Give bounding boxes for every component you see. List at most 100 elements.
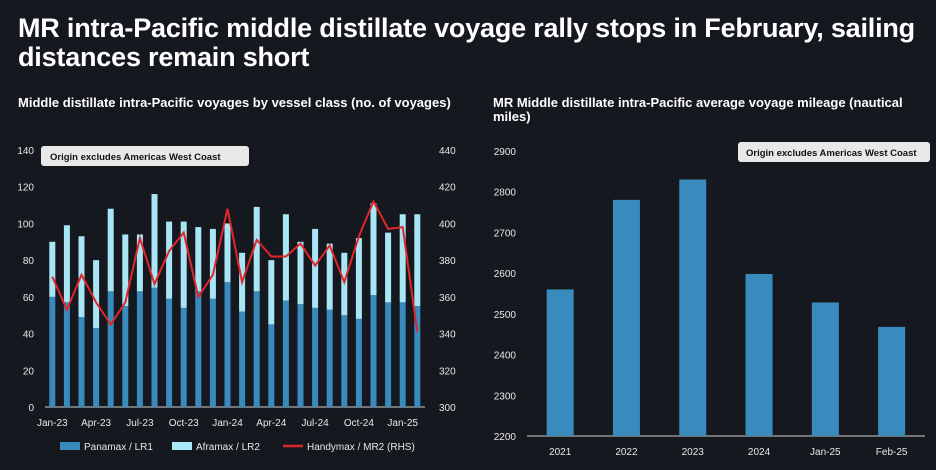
aframax-bar (107, 208, 114, 292)
right-bars (546, 179, 906, 436)
right-y-tick: 2500 (494, 310, 517, 321)
right-y-axis: 2200 2300 2400 2500 2600 2700 2800 2900 (494, 147, 517, 443)
left-y2-tick: 440 (439, 146, 456, 157)
left-y2-tick: 320 (439, 366, 456, 377)
aframax-bar (355, 238, 362, 319)
panamax-bar (136, 291, 143, 407)
panamax-bar (355, 318, 362, 407)
right-chart-note-box (738, 142, 930, 162)
left-y-tick: 80 (23, 256, 35, 267)
left-chart-note-box (41, 146, 249, 166)
left-x-axis: Jan-23 Apr-23 Jul-23 Oct-23 Jan-24 Apr-24 Jul-… (37, 418, 418, 429)
left-x-tick: Jan-25 (387, 418, 418, 429)
panamax-bar (268, 324, 275, 407)
left-chart-note: Origin excludes Americas West Coast (50, 152, 221, 163)
aframax-bar (166, 221, 173, 299)
right-x-axis: 2021 2022 2023 2024 Jan-25 Feb-25 (549, 447, 908, 458)
panamax-bar (326, 309, 333, 407)
left-x-tick: Jul-24 (301, 418, 329, 429)
left-y2-tick: 380 (439, 256, 456, 267)
right-y-tick: 2800 (494, 188, 517, 199)
right-y-tick: 2600 (494, 269, 517, 280)
right-y-tick: 2200 (494, 432, 517, 443)
panamax-bar (341, 315, 348, 407)
right-x-tick: 2023 (682, 447, 705, 458)
panamax-bar (166, 298, 173, 407)
panamax-bar (282, 300, 289, 407)
mileage-bar (811, 302, 839, 436)
panamax-bar (253, 291, 260, 407)
legend-swatch-aframax (172, 442, 192, 450)
aframax-bar (385, 232, 392, 303)
aframax-bar (63, 225, 70, 303)
legend-label-handymax: Handymax / MR2 (RHS) (307, 442, 415, 453)
left-y2-tick: 400 (439, 219, 456, 230)
left-x-tick: Oct-24 (344, 418, 374, 429)
panamax-bar (370, 295, 377, 407)
right-x-tick: 2024 (748, 447, 771, 458)
panamax-bar (297, 304, 304, 407)
right-chart-title: MR Middle distillate intra-Pacific avera… (493, 95, 903, 124)
left-x-tick: Jan-24 (212, 418, 243, 429)
left-x-tick: Apr-23 (81, 418, 111, 429)
panamax-bar (107, 291, 114, 407)
aframax-bar (195, 227, 202, 292)
headline: MR intra-Pacific middle distillate voyag… (18, 13, 915, 72)
panamax-bar (122, 306, 129, 407)
handymax-line (51, 199, 419, 332)
left-y-tick: 0 (28, 403, 34, 414)
aframax-bar (326, 243, 333, 310)
mileage-bar (878, 326, 906, 436)
legend-label-panamax: Panamax / LR1 (84, 442, 153, 453)
aframax-bar (414, 214, 421, 307)
panamax-bar (312, 307, 319, 407)
panamax-bar (93, 328, 100, 407)
aframax-bar (122, 234, 129, 307)
left-y-tick: 40 (23, 330, 35, 341)
left-x-tick: Jul-23 (126, 418, 154, 429)
aframax-bar (297, 241, 304, 305)
right-x-tick: 2022 (615, 447, 638, 458)
aframax-bar (370, 203, 377, 296)
legend-swatch-panamax (60, 442, 80, 450)
panamax-bar (49, 296, 56, 407)
left-y2-axis: 300 320 340 360 380 400 420 440 (439, 146, 456, 414)
right-y-tick: 2300 (494, 391, 517, 402)
panamax-bar (209, 298, 216, 407)
panamax-bar (180, 307, 187, 407)
panamax-bar (195, 291, 202, 407)
left-x-tick: Jan-23 (37, 418, 68, 429)
legend-label-aframax: Aframax / LR2 (196, 442, 260, 453)
mileage-bar (612, 199, 640, 436)
aframax-bar (136, 234, 143, 292)
aframax-bar (180, 221, 187, 308)
panamax-bar (78, 317, 85, 407)
left-y2-tick: 340 (439, 330, 456, 341)
left-y-axis: 0 20 40 60 80 100 120 140 (17, 146, 34, 414)
aframax-bar (93, 260, 100, 329)
right-y-tick: 2700 (494, 228, 517, 239)
right-x-tick: 2021 (549, 447, 572, 458)
mileage-bar (745, 273, 773, 436)
left-y-tick: 140 (17, 146, 34, 157)
panamax-bar (385, 302, 392, 407)
panamax-bar (63, 302, 70, 407)
right-x-tick: Jan-25 (810, 447, 841, 458)
left-x-tick: Apr-24 (256, 418, 286, 429)
left-y-tick: 100 (17, 219, 34, 230)
left-y2-tick: 300 (439, 403, 456, 414)
right-y-tick: 2400 (494, 351, 517, 362)
mileage-bar (546, 289, 574, 436)
aframax-bar (253, 206, 260, 292)
left-bars (49, 194, 421, 407)
panamax-bar (239, 311, 246, 407)
aframax-bar (268, 260, 275, 325)
left-y-tick: 20 (23, 366, 35, 377)
aframax-bar (224, 223, 231, 283)
aframax-bar (399, 214, 406, 303)
left-chart-title: Middle distillate intra-Pacific voyages … (18, 95, 451, 110)
left-y2-tick: 420 (439, 183, 456, 194)
left-y-tick: 120 (17, 183, 34, 194)
right-x-tick: Feb-25 (876, 447, 908, 458)
aframax-bar (151, 194, 158, 288)
